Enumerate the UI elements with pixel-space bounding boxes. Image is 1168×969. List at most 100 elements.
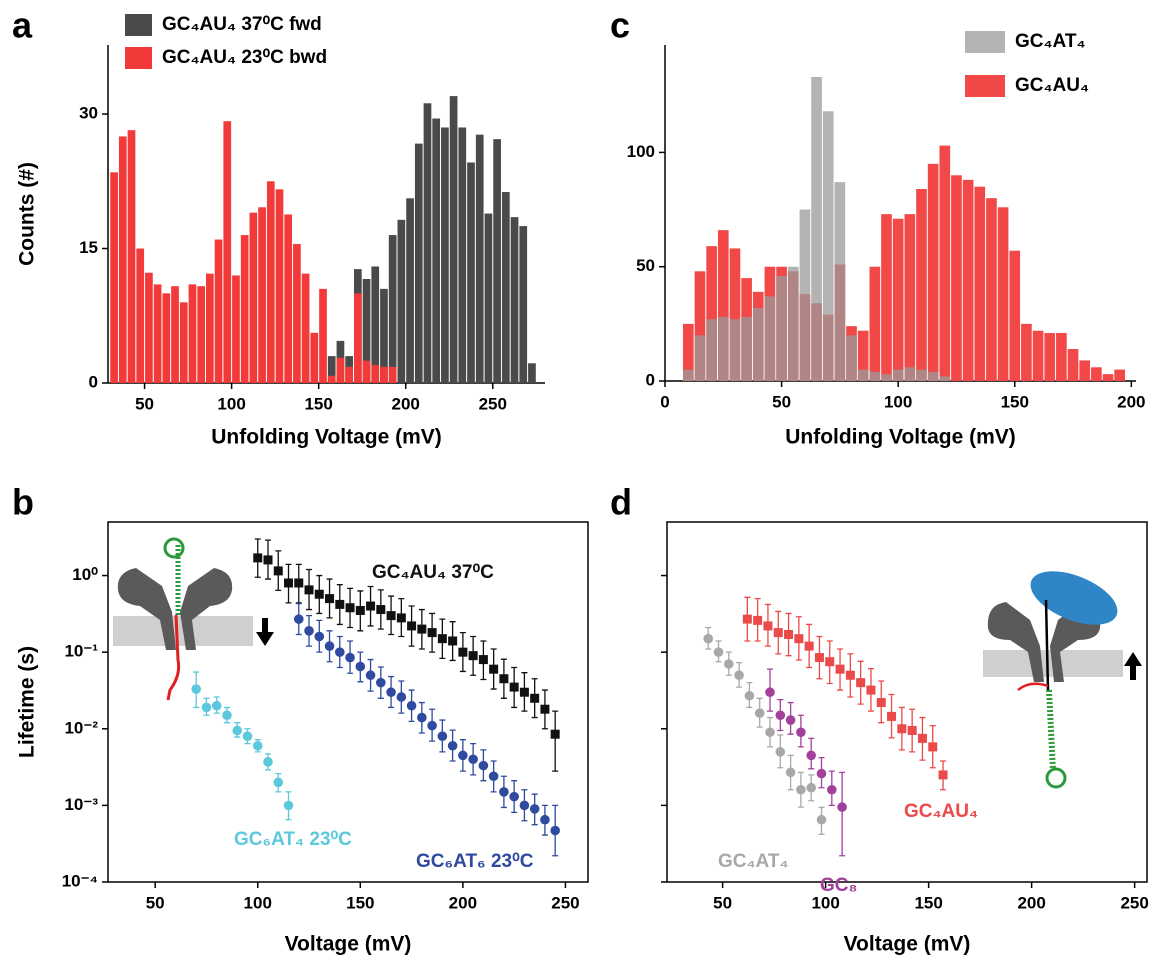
- bar: [694, 335, 706, 381]
- marker: [742, 614, 752, 624]
- marker: [324, 641, 335, 651]
- marker: [744, 690, 755, 701]
- marker: [765, 727, 775, 738]
- bar: [345, 366, 353, 383]
- x-tick-label: 150: [304, 394, 332, 413]
- bar: [1056, 333, 1067, 381]
- bar: [857, 330, 869, 381]
- panel: a 50 100 150 200 250 0 15 30 Unfolding Voltage (m…: [12, 5, 545, 449]
- bar: [834, 182, 846, 381]
- bar: [694, 271, 706, 381]
- marker: [284, 578, 294, 588]
- legend-swatch: [125, 14, 152, 36]
- bar: [706, 246, 717, 381]
- marker: [876, 698, 886, 708]
- panel: b 50 100 150 200 250 10⁻⁴ 10⁻³ 10⁻² 10⁻¹ 10⁰ Voltag…: [12, 482, 589, 956]
- bar: [441, 127, 449, 383]
- bar: [510, 217, 519, 383]
- bar: [327, 375, 336, 383]
- bar: [371, 266, 380, 383]
- bar: [240, 235, 249, 383]
- x-tick-label: 100: [217, 394, 245, 413]
- bar: [484, 213, 493, 383]
- marker: [866, 685, 876, 695]
- bar: [258, 207, 266, 383]
- marker: [928, 742, 938, 752]
- marker: [845, 670, 855, 680]
- schematic-d: [983, 571, 1142, 789]
- marker: [468, 651, 478, 661]
- bar: [974, 186, 986, 381]
- bar: [432, 118, 441, 383]
- marker: [232, 725, 243, 736]
- marker: [550, 825, 560, 836]
- marker: [304, 585, 314, 595]
- bar: [869, 266, 881, 381]
- y-tick-label: 10⁰: [72, 565, 98, 584]
- marker: [252, 740, 263, 751]
- panel: d 50 100 150 200 250 Voltage (mV) GC₄AT₄ GC₈ GC₄A…: [610, 482, 1149, 956]
- marker: [201, 702, 212, 713]
- series-label: GC₄AU₄: [904, 801, 978, 822]
- bar: [336, 357, 345, 383]
- bar: [1102, 374, 1114, 381]
- bar: [881, 214, 892, 381]
- marker: [775, 710, 786, 721]
- bar: [811, 77, 822, 381]
- legend-text: GC₄AU₄ 23⁰C bwd: [162, 47, 327, 68]
- y-tick-label: 10⁻⁴: [62, 871, 98, 890]
- bar: [962, 179, 974, 381]
- bar: [881, 374, 892, 381]
- bar: [110, 172, 118, 383]
- bar: [986, 198, 997, 381]
- series-label: GC₄AU₄ 37⁰C: [372, 562, 494, 583]
- marker: [417, 624, 427, 634]
- bar: [706, 319, 717, 381]
- bar: [319, 288, 327, 383]
- bar: [353, 293, 362, 383]
- protein: [1030, 571, 1118, 625]
- marker: [263, 555, 273, 565]
- bar: [682, 369, 694, 381]
- marker: [488, 771, 499, 782]
- x-axis-label: Voltage (mV): [844, 933, 971, 956]
- arrow-up: [1124, 652, 1142, 680]
- x-tick-label: 250: [551, 893, 579, 912]
- y-tick-label: 0: [646, 370, 655, 389]
- bar: [1067, 349, 1079, 381]
- bar: [162, 293, 171, 383]
- legend-text: GC₄AU₄ 37⁰C fwd: [162, 14, 322, 35]
- marker: [796, 727, 806, 738]
- marker: [499, 787, 509, 797]
- plot-frame: [666, 521, 1148, 883]
- marker: [417, 712, 427, 723]
- hairpin-stem: [1046, 689, 1056, 771]
- x-tick-label: 150: [1001, 392, 1029, 411]
- bar: [118, 136, 127, 383]
- marker: [907, 725, 917, 735]
- schematic-b: [113, 537, 274, 701]
- marker: [519, 800, 530, 811]
- x-tick-label: 100: [884, 392, 912, 411]
- bar: [869, 371, 881, 381]
- bar: [423, 103, 432, 383]
- pore-left: [987, 602, 1044, 682]
- bar: [475, 134, 484, 383]
- bar: [1091, 367, 1102, 381]
- hairpin-loop: [163, 537, 185, 559]
- x-tick-label: 200: [1117, 392, 1145, 411]
- marker: [448, 636, 458, 646]
- bar: [729, 319, 741, 381]
- bar: [127, 130, 136, 383]
- series-label: GC₆AT₄ 23⁰C: [234, 829, 352, 850]
- x-tick-label: 50: [146, 893, 165, 912]
- bar: [214, 239, 223, 383]
- bar: [528, 363, 536, 383]
- marker: [386, 687, 396, 698]
- bar: [449, 96, 458, 383]
- bar: [916, 189, 927, 381]
- marker: [856, 678, 866, 688]
- y-tick-label: 10⁻¹: [64, 642, 98, 661]
- marker: [804, 641, 814, 651]
